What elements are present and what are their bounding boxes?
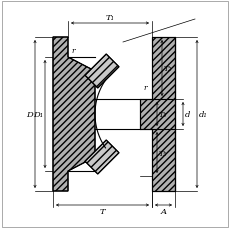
Text: d: d xyxy=(184,111,190,118)
Polygon shape xyxy=(53,38,95,191)
Text: T₃: T₃ xyxy=(158,111,166,118)
Text: T₅: T₅ xyxy=(158,149,166,157)
Text: A: A xyxy=(160,207,166,215)
Polygon shape xyxy=(139,38,174,191)
Text: T₁: T₁ xyxy=(105,14,114,22)
Text: r: r xyxy=(71,47,74,55)
Text: r: r xyxy=(142,84,146,92)
Polygon shape xyxy=(85,140,118,174)
Text: d₁: d₁ xyxy=(198,111,207,118)
Polygon shape xyxy=(85,55,118,89)
Text: T: T xyxy=(99,207,105,215)
Text: D: D xyxy=(26,111,33,118)
Text: D₁: D₁ xyxy=(33,111,43,118)
Text: T₂: T₂ xyxy=(163,65,171,73)
